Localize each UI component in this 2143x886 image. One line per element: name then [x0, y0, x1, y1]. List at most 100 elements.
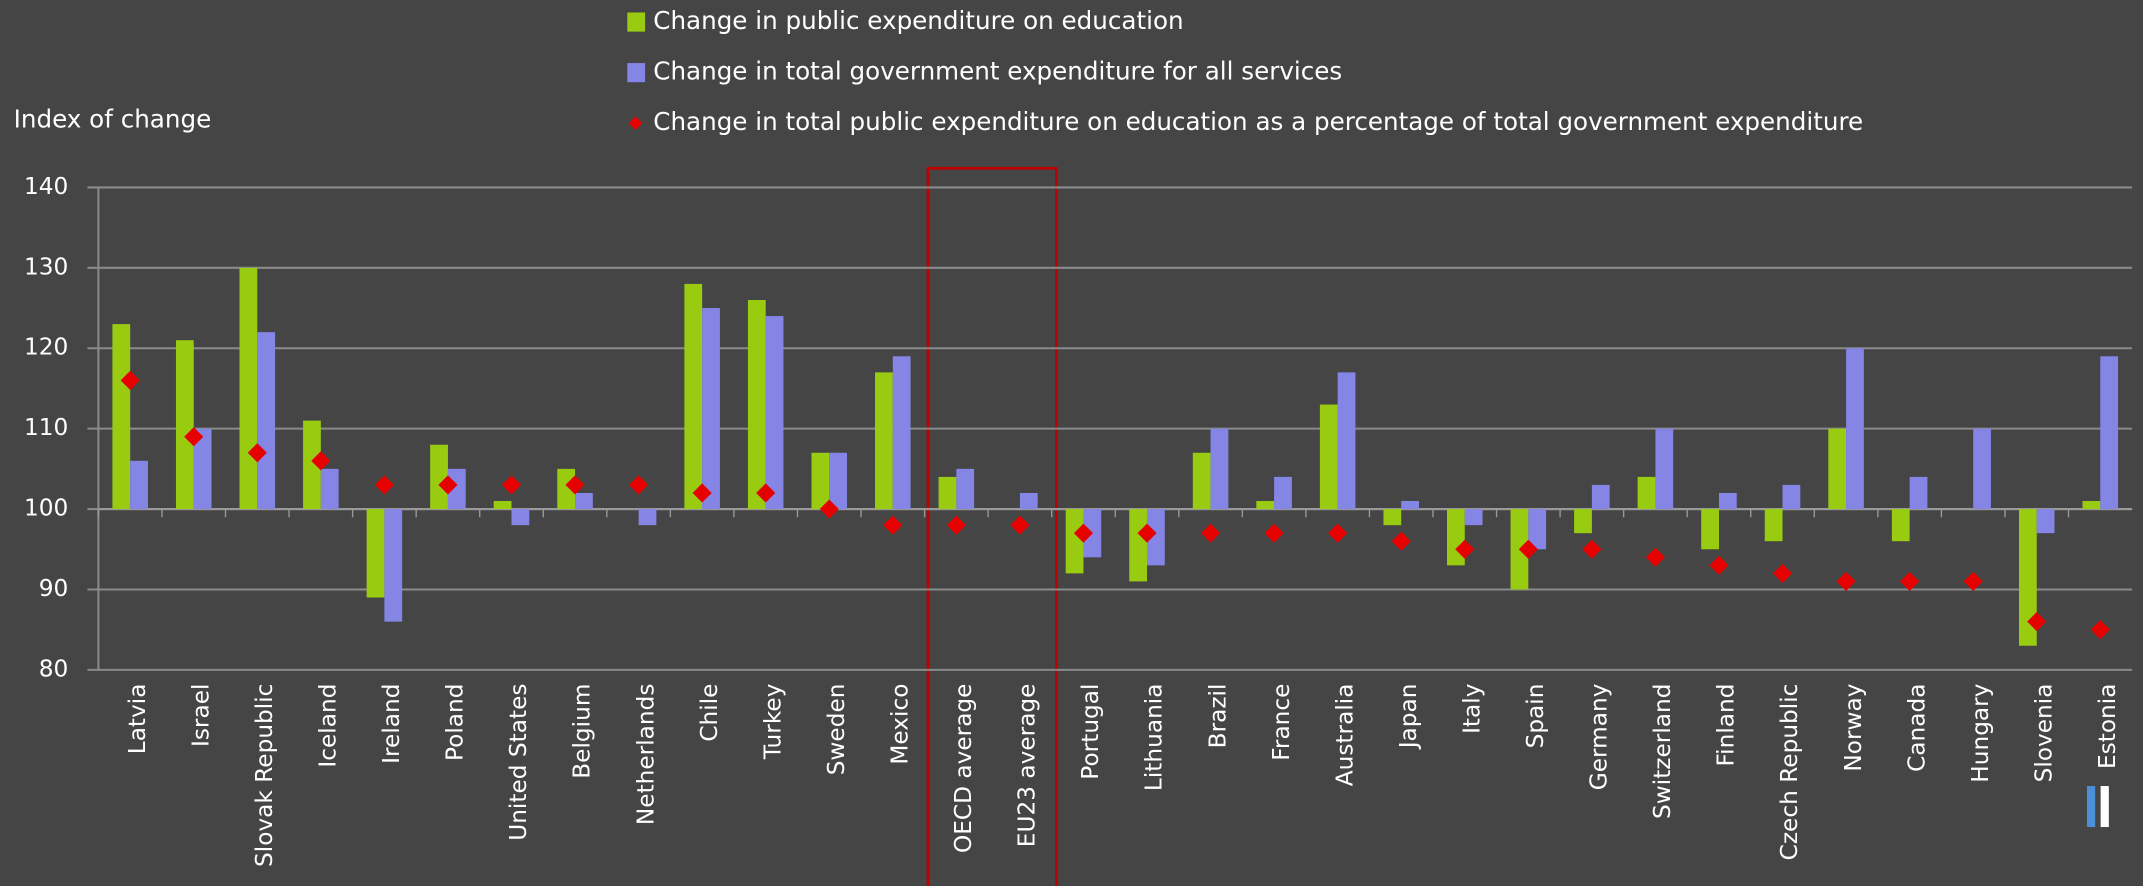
- y-tick-label: 140: [24, 173, 68, 200]
- bar: [130, 460, 148, 510]
- highlight-box: [926, 166, 1058, 886]
- bar: [2036, 509, 2055, 534]
- x-tick-label: Norway: [1840, 683, 1867, 771]
- bar: [175, 340, 194, 510]
- bar: [638, 509, 657, 526]
- x-tick-label: Finland: [1713, 684, 1740, 767]
- marker: [1328, 523, 1348, 543]
- x-tick-label: Japan: [1395, 684, 1422, 751]
- marker: [819, 499, 839, 519]
- flag-icon: [2100, 786, 2109, 828]
- y-tick-label: 100: [24, 495, 68, 522]
- y-tick-label: 90: [39, 575, 69, 602]
- bar: [1828, 428, 1847, 510]
- x-tick-label: Germany: [1586, 683, 1613, 790]
- marker: [756, 483, 776, 503]
- bar: [557, 468, 576, 510]
- bar: [1129, 509, 1148, 582]
- x-tick-label: Spain: [1522, 684, 1549, 749]
- bar: [2100, 356, 2119, 510]
- bar: [1909, 476, 1928, 510]
- bar: [956, 468, 975, 510]
- y-tick-label: 120: [24, 334, 68, 361]
- y-axis-label: Index of change: [14, 104, 212, 133]
- bar: [1065, 509, 1084, 574]
- legend-swatch: [627, 63, 646, 83]
- bar: [1464, 509, 1483, 526]
- marker: [184, 427, 204, 447]
- x-tick-label: Switzerland: [1649, 684, 1676, 819]
- x-tick-label: Chile: [696, 684, 723, 742]
- bar: [892, 356, 911, 510]
- bar: [239, 267, 258, 510]
- x-tick-label: Italy: [1458, 683, 1485, 734]
- bar: [747, 299, 766, 510]
- bar: [829, 452, 848, 510]
- legend-swatch: [627, 12, 646, 32]
- bar: [1256, 501, 1275, 510]
- bar: [1274, 476, 1292, 510]
- bar: [938, 476, 957, 510]
- x-tick-label: Estonia: [2094, 684, 2121, 769]
- bar: [1528, 509, 1547, 550]
- bar: [1846, 348, 1864, 510]
- x-tick-label: Israel: [187, 684, 214, 747]
- bar: [1210, 428, 1229, 510]
- bar: [1147, 509, 1165, 566]
- bar: [366, 509, 385, 598]
- marker: [629, 475, 649, 495]
- bar: [257, 332, 276, 510]
- bar: [112, 324, 131, 510]
- y-tick-label: 80: [39, 655, 69, 682]
- bar: [447, 468, 466, 510]
- bar: [1655, 428, 1674, 510]
- bar: [1192, 452, 1211, 510]
- bar: [702, 308, 720, 510]
- bar: [2082, 501, 2101, 510]
- bar: [1019, 492, 1038, 510]
- x-tick-label: EU23 average: [1014, 684, 1041, 848]
- bar: [1447, 509, 1465, 566]
- bar: [875, 372, 893, 510]
- marker: [438, 475, 458, 495]
- x-tick-label: Brazil: [1204, 684, 1231, 749]
- bar: [1782, 484, 1801, 510]
- bar: [430, 444, 448, 510]
- bar: [1637, 476, 1656, 510]
- bar: [384, 509, 403, 622]
- x-tick-label: Netherlands: [632, 684, 659, 826]
- marker: [1264, 523, 1284, 543]
- bar: [193, 428, 212, 510]
- x-tick-label: Lithuania: [1141, 684, 1168, 792]
- x-tick-label: Latvia: [124, 684, 151, 755]
- y-tick-label: 110: [24, 414, 68, 441]
- bar: [765, 316, 784, 510]
- bar: [303, 420, 321, 510]
- x-tick-label: Ireland: [378, 684, 405, 764]
- marker: [2090, 620, 2110, 640]
- bar: [1718, 492, 1737, 510]
- x-tick-label: Hungary: [1967, 683, 1994, 782]
- x-tick-label: Australia: [1331, 684, 1358, 787]
- x-tick-label: Poland: [442, 684, 469, 762]
- bar: [1701, 509, 1719, 550]
- bar: [1764, 509, 1783, 542]
- x-tick-label: Mexico: [887, 684, 914, 765]
- bar: [1401, 501, 1419, 510]
- flag-icon: [2086, 786, 2096, 828]
- bar: [1591, 484, 1610, 510]
- bar: [1319, 404, 1338, 510]
- bar: [684, 283, 703, 510]
- x-tick-label: OECD average: [950, 684, 977, 853]
- bar: [493, 501, 512, 510]
- x-tick-label: Portugal: [1077, 684, 1104, 780]
- bar: [1337, 372, 1356, 510]
- marker: [2027, 612, 2047, 632]
- x-tick-label: Slovak Republic: [251, 684, 278, 867]
- x-tick-label: Belgium: [569, 684, 596, 779]
- marker: [1137, 523, 1157, 543]
- marker: [692, 483, 712, 503]
- x-tick-label: Turkey: [759, 683, 786, 760]
